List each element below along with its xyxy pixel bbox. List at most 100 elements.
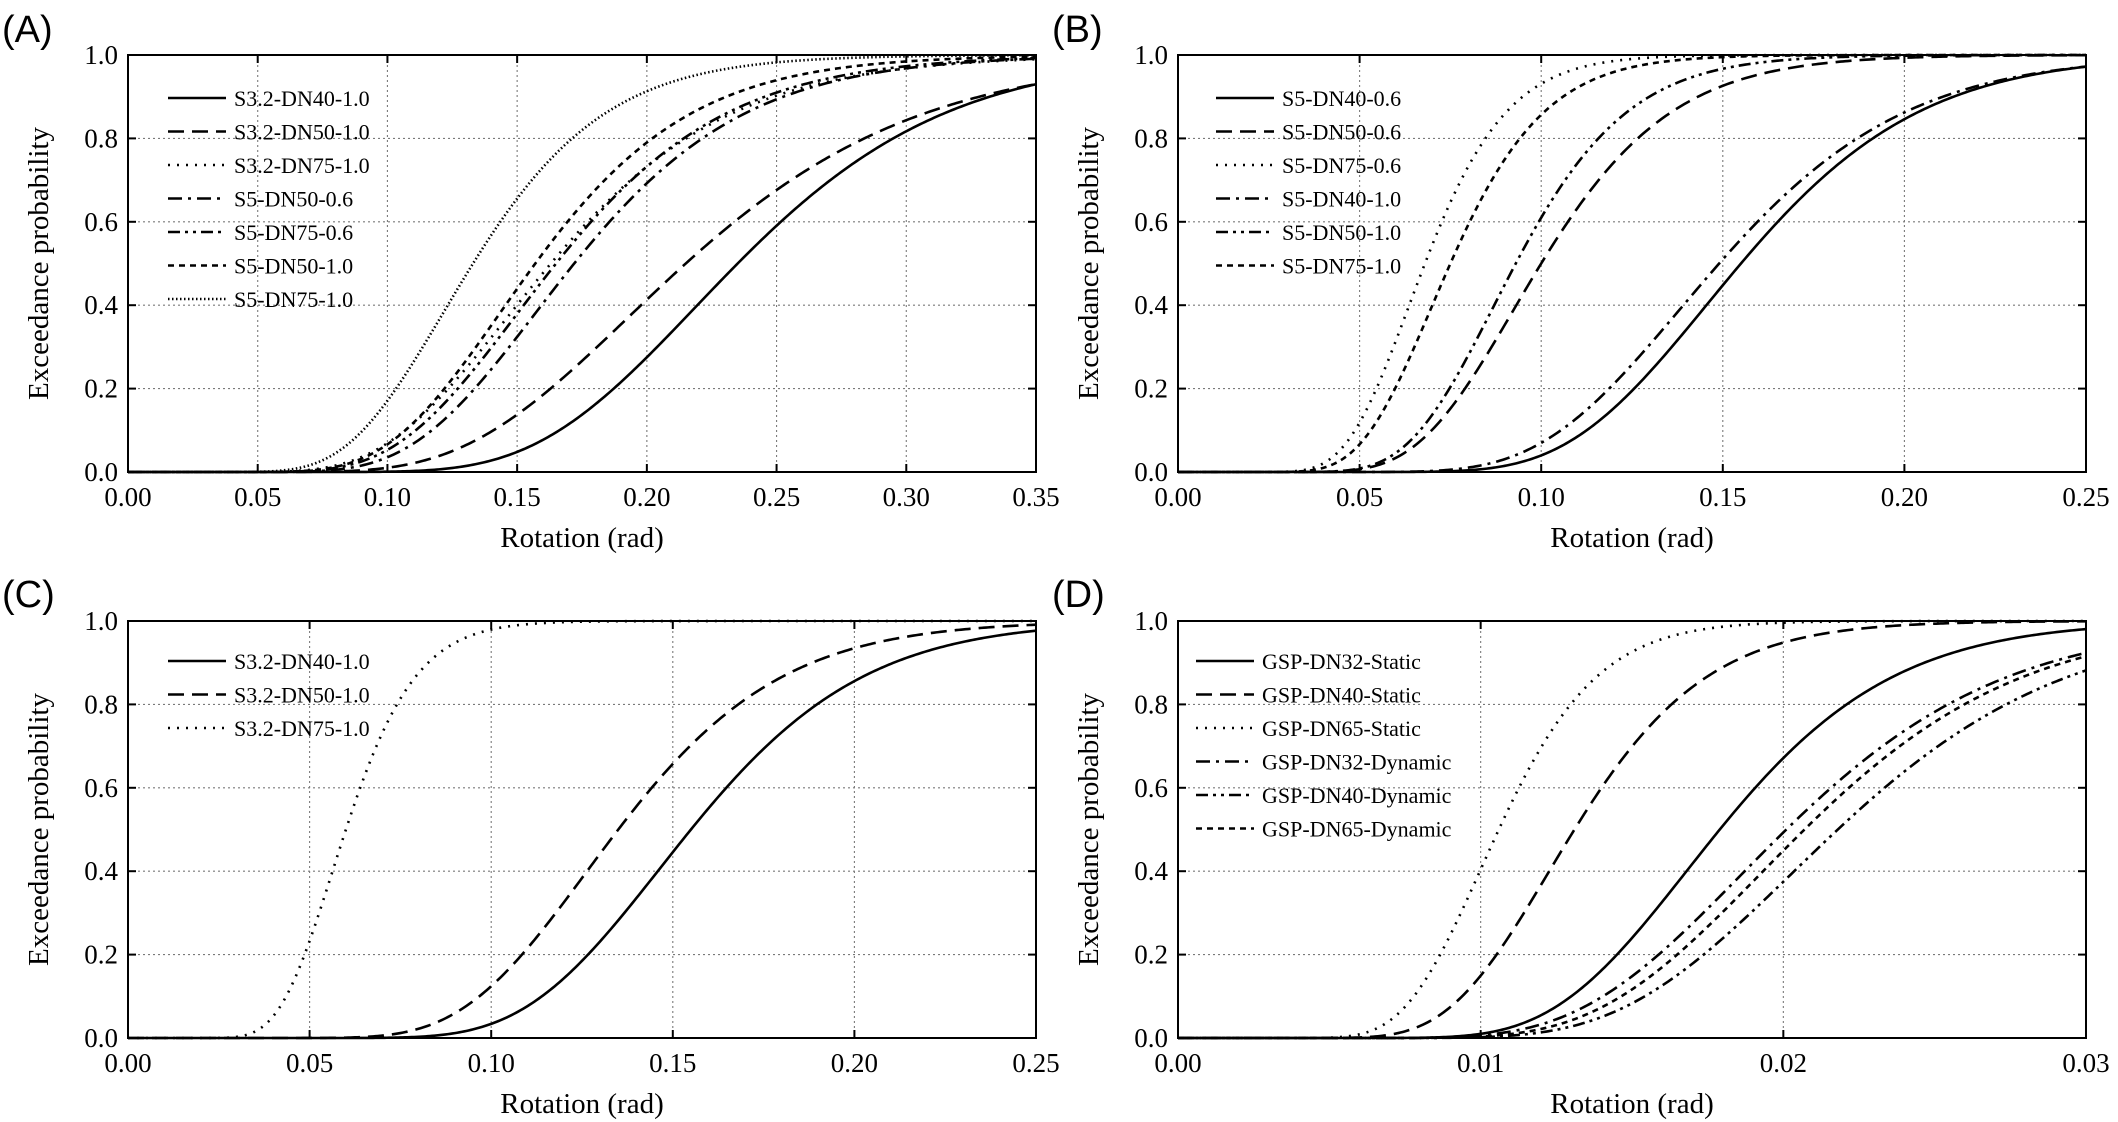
plot-frame [1177,54,2087,473]
legend-label: S5-DN75-0.6 [1282,153,1401,178]
x-tick-label: 0.30 [883,482,930,512]
y-tick-label: 0.4 [1134,290,1168,320]
x-tick-label: 0.05 [234,482,281,512]
legend-label: S5-DN40-0.6 [1282,86,1401,111]
y-axis-title: Exceedance probability [23,127,55,400]
chart-panel-3: (D) 0.00 0.01 0.02 0.03 0.0 0.2 0.4 0.6 0.8 1.0 Rot… [1052,574,2110,1120]
x-axis-title: Rotation (rad) [1550,522,1713,554]
x-tick-label: 0.03 [2062,1048,2109,1078]
series-line-GSP-DN32-Dynamic [1178,651,2087,1040]
legend-label: S5-DN50-1.0 [1282,220,1401,245]
x-tick-label: 0.10 [1518,482,1565,512]
legend-label: S5-DN75-1.0 [234,287,353,312]
x-tick-label: 0.15 [494,482,541,512]
legend-label: S3.2-DN50-1.0 [234,120,370,145]
y-tick-label: 0.8 [1134,689,1168,719]
y-axis-title: Exceedance probability [1073,693,1105,966]
y-tick-label: 0.2 [84,374,118,404]
plot-frame [1177,620,2087,1039]
x-tick-label: 0.10 [364,482,411,512]
y-tick-label: 0.0 [84,1023,118,1053]
series-line-S5-DN75-1.0 [1178,53,2086,474]
x-tick-label: 0.25 [2062,482,2109,512]
legend-label: S3.2-DN40-1.0 [234,86,370,111]
legend-label: S3.2-DN50-1.0 [234,683,370,708]
legend-label: GSP-DN32-Static [1262,649,1421,674]
legend: GSP-DN32-Static GSP-DN40-Static GSP-DN65-S… [1196,649,1452,842]
x-tick-label: 0.25 [753,482,800,512]
series-line-S3.2-DN75-1.0 [128,619,1036,1040]
series-line-S5-DN50-1.0 [128,55,1037,474]
x-tick-label: 0.05 [1336,482,1383,512]
y-tick-label: 0.2 [84,940,118,970]
y-tick-label: 0.8 [84,689,118,719]
legend-label: S5-DN50-0.6 [1282,120,1401,145]
y-tick-label: 0.4 [84,856,118,886]
x-axis-title: Rotation (rad) [500,1088,663,1120]
y-tick-label: 0.0 [84,457,118,487]
x-tick-label: 0.02 [1760,1048,1807,1078]
x-tick-label: 0.25 [1012,1048,1059,1078]
legend-label: S3.2-DN75-1.0 [234,716,370,741]
x-axis-title: Rotation (rad) [1550,1088,1713,1120]
x-tick-label: 0.00 [104,482,151,512]
y-tick-label: 0.2 [1134,940,1168,970]
panel-letter: (C) [2,574,55,616]
x-tick-label: 0.05 [286,1048,333,1078]
y-tick-label: 1.0 [1134,606,1168,636]
plot-frame [127,620,1037,1039]
series-line-S5-DN75-0.6 [1178,53,2086,474]
legend-label: GSP-DN65-Static [1262,716,1421,741]
x-tick-label: 0.00 [1154,1048,1201,1078]
legend-label: GSP-DN32-Dynamic [1262,750,1452,775]
y-tick-label: 0.6 [84,207,118,237]
legend-label: S5-DN75-0.6 [234,220,353,245]
legend-label: GSP-DN65-Dynamic [1262,817,1452,842]
y-tick-label: 0.4 [1134,856,1168,886]
y-tick-label: 1.0 [1134,40,1168,70]
legend-label: GSP-DN40-Static [1262,683,1421,708]
x-tick-label: 0.15 [1699,482,1746,512]
y-tick-label: 0.0 [1134,1023,1168,1053]
legend-label: S3.2-DN40-1.0 [234,649,370,674]
x-tick-label: 0.10 [468,1048,515,1078]
legend-label: S5-DN50-1.0 [234,254,353,279]
legend-label: S5-DN40-1.0 [1282,187,1401,212]
panel-letter: (A) [2,9,53,51]
y-tick-label: 0.6 [84,773,118,803]
y-tick-label: 1.0 [84,40,118,70]
y-axis-title: Exceedance probability [1073,127,1105,400]
panel-letter: (D) [1052,574,1105,616]
y-tick-label: 0.4 [84,290,118,320]
x-tick-label: 0.01 [1457,1048,1504,1078]
legend: S3.2-DN40-1.0 S3.2-DN50-1.0 S3.2-DN75-1.0 [168,649,370,741]
legend-label: GSP-DN40-Dynamic [1262,783,1452,808]
y-tick-label: 0.8 [84,123,118,153]
panel-letter: (B) [1052,9,1103,51]
series-line-GSP-DN65-Dynamic [1178,655,2087,1040]
x-tick-label: 0.20 [623,482,670,512]
x-tick-label: 0.00 [104,1048,151,1078]
legend-label: S5-DN75-1.0 [1282,254,1401,279]
y-tick-label: 0.6 [1134,207,1168,237]
y-tick-label: 1.0 [84,606,118,636]
chart-panel-2: (C) 0.00 0.05 0.10 0.15 0.20 0.25 0.0 0.2 0.4 0.6 0… [2,574,1060,1120]
y-tick-label: 0.6 [1134,773,1168,803]
legend-label: S3.2-DN75-1.0 [234,153,370,178]
y-tick-label: 0.0 [1134,457,1168,487]
x-tick-label: 0.20 [1881,482,1928,512]
y-tick-label: 0.8 [1134,123,1168,153]
y-axis-title: Exceedance probability [23,693,55,966]
x-tick-label: 0.35 [1012,482,1059,512]
y-tick-label: 0.2 [1134,374,1168,404]
x-tick-label: 0.00 [1154,482,1201,512]
legend: S5-DN40-0.6 S5-DN50-0.6 S5-DN75-0.6 S5-DN40… [1216,86,1401,279]
x-tick-label: 0.15 [649,1048,696,1078]
x-axis-title: Rotation (rad) [500,522,663,554]
x-tick-label: 0.20 [831,1048,878,1078]
chart-panel-1: (B) 0.00 0.05 0.10 0.15 0.20 0.25 0.0 0.2 0.4 0.6 0… [1052,9,2110,554]
legend-label: S5-DN50-0.6 [234,187,353,212]
chart-panel-0: (A) 0.00 0.05 0.10 0.15 0.20 0.25 0.30 0.35 0.0 0.… [2,9,1060,554]
series-line-S5-DN75-1.0 [128,53,1037,474]
